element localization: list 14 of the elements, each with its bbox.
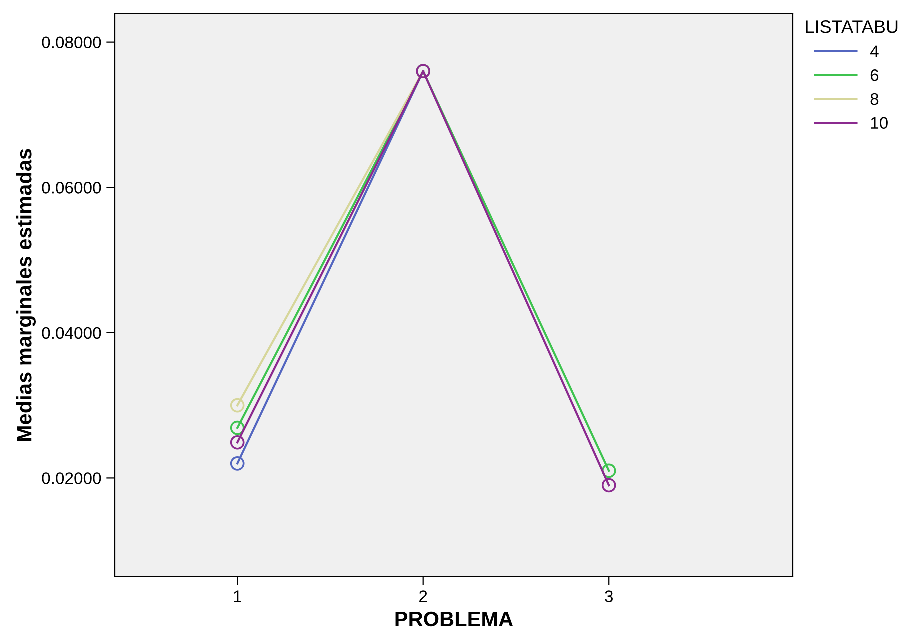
- legend-label: 8: [870, 93, 879, 106]
- legend-label: 4: [870, 46, 879, 58]
- y-axis-title: Medias marginales estimadas: [16, 149, 36, 442]
- legend-label: 10: [871, 117, 888, 130]
- y-tick-label: 0.02000: [42, 472, 102, 484]
- legend-title: LISTATABU: [806, 20, 898, 34]
- y-tick-label: 0.08000: [42, 36, 102, 49]
- x-tick-label: 2: [420, 590, 428, 602]
- x-tick-label: 1: [234, 590, 242, 602]
- x-axis-title: PROBLEMA: [396, 612, 514, 627]
- x-tick-label: 3: [605, 590, 614, 602]
- y-tick-label: 0.04000: [42, 327, 102, 340]
- y-tick-label: 0.06000: [42, 182, 102, 194]
- legend-label: 6: [870, 70, 879, 82]
